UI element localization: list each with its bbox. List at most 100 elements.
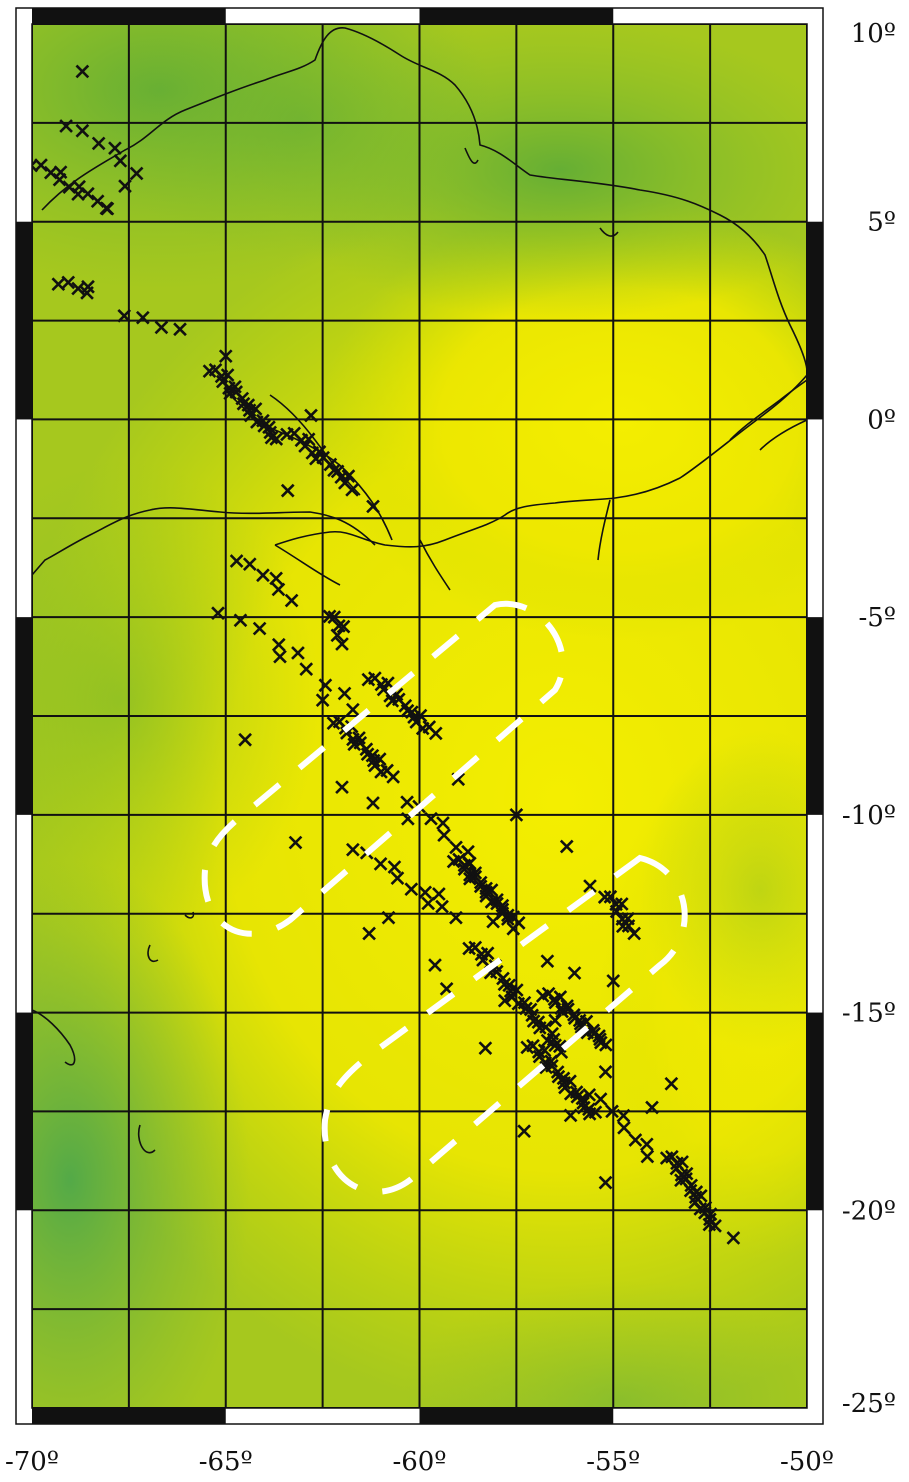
- station-marker-x: [627, 926, 642, 941]
- frame-band-left: [16, 1012, 32, 1211]
- station-marker-x: [628, 1133, 643, 1147]
- station-marker-x: [509, 983, 524, 997]
- station-marker-x: [640, 1149, 655, 1164]
- station-marker-x: [117, 308, 132, 323]
- station-marker-x: [563, 1108, 578, 1123]
- station-marker-x: [486, 914, 500, 929]
- latitude-tick-label: -10º: [842, 801, 896, 831]
- latitude-tick-label: -5º: [858, 603, 896, 633]
- station-marker-x: [315, 693, 330, 708]
- station-marker-x: [461, 844, 475, 859]
- frame-band-right: [807, 1012, 823, 1211]
- station-marker-x: [129, 166, 144, 181]
- station-marker-x: [269, 571, 283, 586]
- latitude-tick-labels: 10º 5º 0º -5º -10º -15º -20º -25º: [842, 19, 896, 1419]
- station-marker-x: [229, 554, 244, 568]
- longitude-tick-labels: -70º -65º -60º -55º -50º: [5, 1447, 834, 1477]
- station-marker-x: [52, 172, 67, 187]
- station-marker-x: [118, 179, 132, 193]
- station-marker-x: [390, 871, 405, 885]
- frame-band-left: [16, 617, 32, 815]
- station-marker-x: [252, 621, 267, 636]
- dashed-outline-north: [201, 600, 566, 937]
- station-marker-x: [386, 770, 400, 784]
- dashed-region-outlines: [201, 600, 688, 1195]
- dashed-outline-south: [321, 854, 688, 1195]
- frame-band-bottom: [419, 1408, 614, 1424]
- station-marker-x: [603, 889, 618, 904]
- station-marker-x: [400, 795, 414, 810]
- station-marker-x: [582, 1087, 597, 1102]
- station-marker-x: [335, 637, 349, 651]
- latitude-tick-label: 0º: [867, 405, 896, 435]
- station-marker-x: [497, 993, 512, 1008]
- station-marker-x: [271, 637, 286, 652]
- station-marker-x: [280, 483, 295, 498]
- station-marker-x: [291, 646, 305, 660]
- station-marker-x: [99, 201, 114, 216]
- station-marker-x: [211, 606, 225, 621]
- station-marker-x: [34, 158, 48, 172]
- station-marker-x: [664, 1076, 679, 1091]
- frame-band-bottom: [32, 1408, 226, 1424]
- station-marker-x: [449, 910, 463, 925]
- station-marker-x: [288, 835, 303, 850]
- station-marker-x: [616, 1108, 631, 1123]
- latitude-tick-label: 10º: [851, 19, 896, 49]
- station-marker-x: [478, 1041, 493, 1055]
- station-marker-x: [413, 708, 428, 723]
- station-marker-x: [318, 678, 333, 693]
- station-marker-x: [345, 482, 359, 497]
- station-marker-x: [726, 1231, 741, 1245]
- station-marker-x: [605, 1104, 619, 1119]
- station-marker-x: [256, 568, 270, 583]
- map-frame: [15, 7, 824, 1425]
- station-marker-x: [509, 808, 524, 822]
- station-marker-x: [173, 322, 187, 337]
- station-marker-x: [108, 141, 122, 156]
- station-markers: [32, 64, 741, 1245]
- station-marker-x: [330, 628, 345, 643]
- station-marker-x: [436, 816, 450, 830]
- station-marker-x: [583, 879, 597, 893]
- station-marker-x: [233, 613, 248, 628]
- station-marker-x: [75, 123, 90, 138]
- station-marker-x: [614, 897, 629, 911]
- station-marker-x: [154, 320, 169, 335]
- station-marker-x: [284, 593, 299, 608]
- frame-band-top: [419, 8, 614, 24]
- station-marker-x: [91, 136, 106, 151]
- station-marker-x: [135, 310, 150, 325]
- station-marker-x: [71, 187, 85, 202]
- station-marker-x: [559, 839, 574, 854]
- frame-band-right: [807, 221, 823, 420]
- station-marker-x: [617, 1120, 631, 1135]
- graticule-grid: [32, 24, 807, 1408]
- station-marker-x: [113, 153, 128, 168]
- latitude-tick-label: -15º: [842, 999, 896, 1029]
- station-marker-x: [238, 732, 252, 747]
- station-marker-x: [330, 464, 345, 479]
- station-marker-x: [80, 286, 94, 300]
- latitude-tick-label: -20º: [842, 1196, 896, 1226]
- station-marker-x: [336, 619, 351, 634]
- station-marker-x: [517, 1124, 531, 1139]
- station-marker-x: [75, 64, 90, 79]
- latitude-tick-label: -25º: [842, 1389, 896, 1419]
- station-marker-x: [366, 499, 380, 514]
- station-marker-x: [327, 610, 342, 624]
- station-marker-x: [387, 860, 402, 874]
- station-marker-x: [439, 982, 454, 996]
- station-marker-x: [432, 887, 446, 901]
- frame-band-right: [807, 617, 823, 815]
- station-marker-x: [366, 796, 380, 810]
- station-marker-x: [645, 1100, 659, 1115]
- station-marker-x: [346, 842, 360, 857]
- station-marker-x: [373, 857, 388, 871]
- station-marker-x: [264, 430, 279, 445]
- latitude-tick-label: 5º: [867, 208, 896, 238]
- station-marker-x: [540, 954, 555, 969]
- station-marker-x: [548, 1013, 562, 1028]
- station-marker-x: [702, 1217, 717, 1232]
